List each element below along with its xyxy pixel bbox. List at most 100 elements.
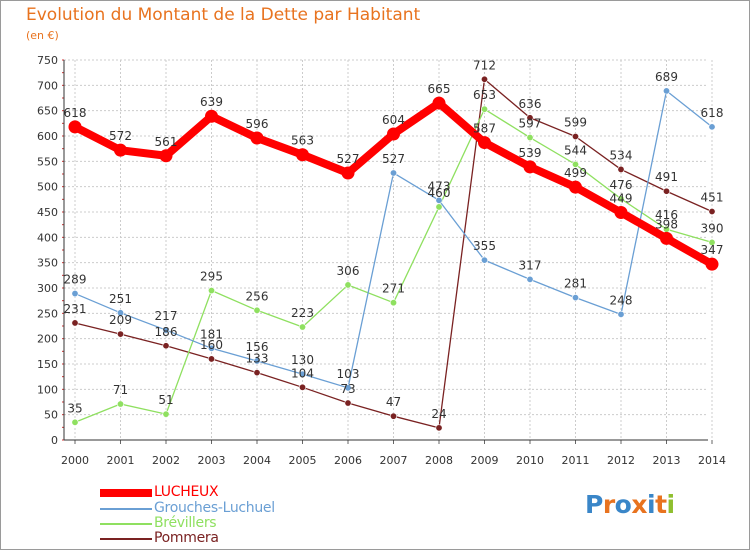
chart-unit-label: (en €) [26, 29, 59, 42]
data-label: 223 [291, 306, 314, 320]
legend-swatch [100, 489, 152, 497]
y-tick-label: 300 [37, 282, 58, 295]
data-point [435, 203, 443, 211]
data-point [344, 399, 352, 407]
y-tick-label: 550 [37, 155, 58, 168]
data-label: 597 [519, 117, 542, 131]
data-point [432, 96, 446, 110]
data-label: 256 [246, 289, 269, 303]
data-point [526, 134, 534, 142]
data-point [298, 370, 306, 378]
legend-swatch [100, 523, 152, 525]
logo-letter: i [666, 490, 676, 519]
legend-label: Grouches-Luchuel [154, 500, 275, 516]
data-point [253, 357, 261, 365]
y-tick-label: 600 [37, 130, 58, 143]
data-label: 390 [701, 221, 724, 235]
y-tick-label: 50 [44, 409, 58, 422]
series-pommera [71, 75, 716, 432]
data-label: 449 [610, 192, 633, 206]
series-br-villers [71, 105, 716, 426]
data-point [617, 195, 625, 203]
axis-layer: 0 50 100 150 200 250 300 350 400 450 500 550 600 650 7… [37, 54, 726, 467]
data-point [660, 231, 673, 245]
series-grouches-luchuel [71, 87, 716, 392]
data-label: 209 [109, 313, 132, 327]
data-label: 47 [386, 395, 401, 409]
x-tick-label: 2008 [425, 454, 453, 467]
x-tick-label: 2009 [471, 454, 499, 467]
data-point [298, 323, 306, 331]
x-tick-label: 2000 [61, 454, 89, 467]
data-point [162, 410, 170, 418]
data-label: 665 [428, 82, 451, 96]
logo-letter: r [602, 490, 615, 519]
data-label: 527 [337, 152, 360, 166]
legend-swatch [100, 508, 152, 510]
plot-area [64, 60, 708, 440]
data-point [526, 275, 534, 283]
legend-label: LUCHEUX [154, 484, 219, 500]
data-label: 539 [519, 146, 542, 160]
data-label: 398 [655, 217, 678, 231]
data-label: 416 [655, 208, 678, 222]
data-label: 544 [564, 143, 587, 157]
data-point [71, 418, 79, 426]
y-tick-label: 250 [37, 307, 58, 320]
data-label: 712 [473, 58, 496, 72]
data-point [296, 148, 309, 162]
data-point [389, 299, 397, 307]
data-point [341, 166, 355, 180]
data-point [117, 330, 125, 338]
data-label: 133 [246, 352, 269, 366]
data-label: 317 [519, 258, 542, 272]
data-label: 271 [382, 282, 405, 296]
x-tick-label: 2004 [243, 454, 271, 467]
data-point [114, 143, 127, 157]
data-label: 231 [64, 302, 87, 316]
data-label: 160 [200, 338, 223, 352]
data-point [389, 412, 397, 420]
data-label: 306 [337, 264, 360, 278]
data-label: 451 [701, 190, 724, 204]
data-label: 24 [431, 407, 446, 421]
data-label: 596 [246, 117, 269, 131]
data-point [208, 355, 216, 363]
data-point [571, 294, 579, 302]
data-point [435, 424, 443, 432]
data-point [480, 75, 488, 83]
y-tick-label: 0 [51, 434, 58, 447]
data-point [208, 344, 216, 352]
logo-letter: o [614, 490, 632, 519]
data-point [344, 384, 352, 392]
data-label: 130 [291, 353, 314, 367]
y-tick-label: 500 [37, 181, 58, 194]
data-point [708, 238, 716, 246]
logo-letter: x [631, 490, 647, 519]
x-tick-label: 2012 [607, 454, 635, 467]
data-point [71, 319, 79, 327]
data-label: 51 [158, 393, 173, 407]
grid-layer [64, 59, 713, 441]
data-point [117, 309, 125, 317]
x-tick-label: 2013 [653, 454, 681, 467]
x-tick-label: 2005 [289, 454, 317, 467]
data-label: 639 [200, 95, 223, 109]
data-point [162, 342, 170, 350]
x-tick-label: 2014 [698, 454, 726, 467]
data-point [208, 287, 216, 295]
data-label: 653 [473, 88, 496, 102]
logo-letter: t [655, 490, 667, 519]
data-point [387, 127, 400, 141]
data-point [705, 257, 719, 271]
data-point [162, 326, 170, 334]
x-tick-label: 2006 [334, 454, 362, 467]
data-label: 73 [340, 382, 355, 396]
data-point [435, 196, 443, 204]
x-tick-label: 2003 [198, 454, 226, 467]
data-label: 156 [246, 340, 269, 354]
data-label: 618 [64, 106, 87, 120]
x-tick-label: 2007 [380, 454, 408, 467]
data-label: 71 [113, 383, 128, 397]
data-point [571, 133, 579, 141]
